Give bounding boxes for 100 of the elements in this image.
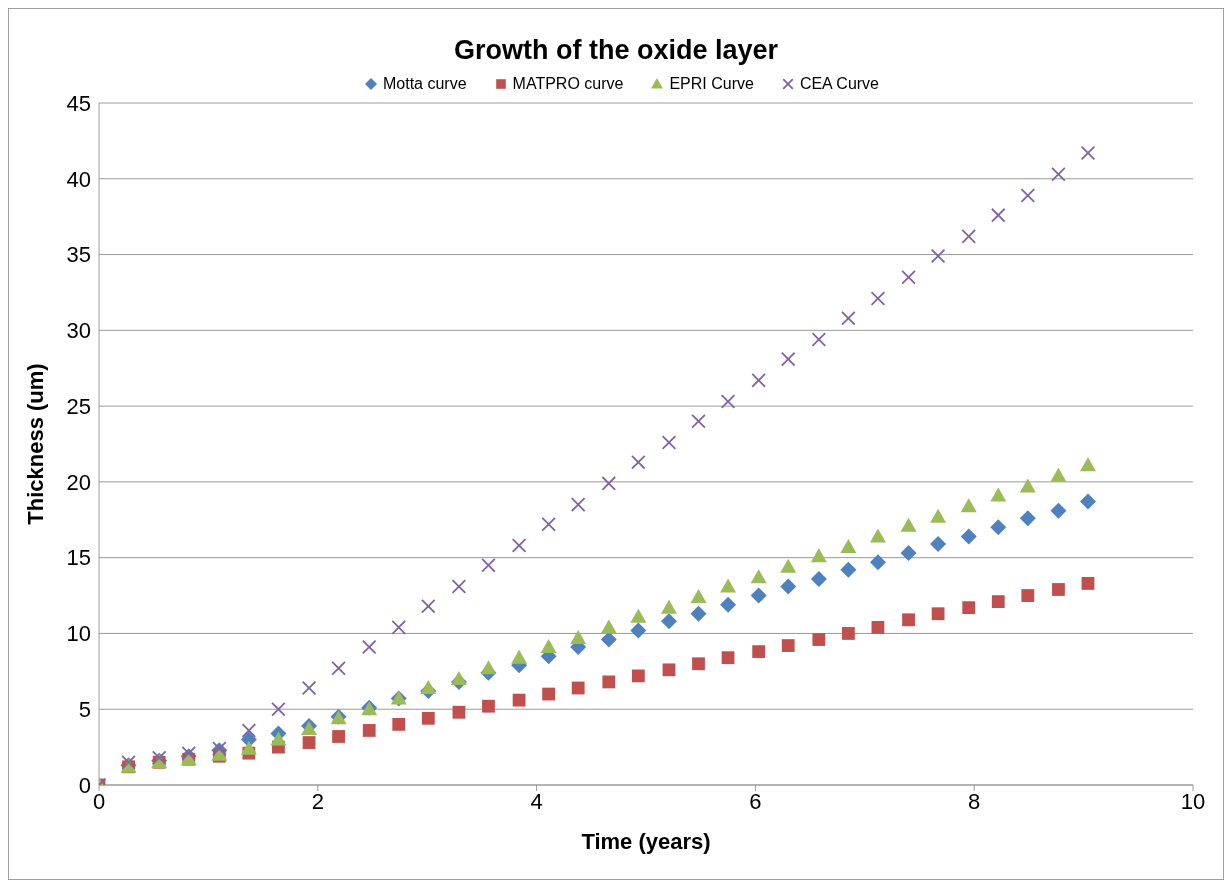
point (630, 622, 647, 639)
point (900, 517, 917, 532)
point (930, 248, 946, 264)
point (542, 687, 556, 701)
point (1050, 502, 1067, 519)
point (270, 731, 287, 746)
point (781, 639, 795, 652)
point (660, 613, 677, 630)
x-tick-label: 2 (311, 788, 324, 814)
point (962, 601, 976, 615)
point (302, 736, 316, 749)
y-tick-label: 45 (66, 90, 91, 116)
point (570, 497, 586, 512)
point (1019, 478, 1036, 493)
y-tick-label: 35 (66, 242, 91, 268)
point (601, 476, 617, 491)
y-tick-label: 30 (66, 318, 91, 344)
point (691, 413, 706, 429)
point (720, 578, 737, 593)
y-axis-title: Thickness (um) (22, 363, 48, 525)
point (512, 693, 526, 707)
point (540, 639, 557, 654)
point (1051, 166, 1066, 182)
point (960, 498, 977, 513)
point (840, 561, 857, 578)
chart-title: Growth of the oxide layer (452, 34, 780, 67)
point (361, 639, 377, 655)
point (901, 269, 916, 285)
point (661, 435, 677, 450)
point (181, 745, 197, 761)
point (869, 528, 886, 543)
y-tick-label: 15 (66, 545, 91, 571)
point (301, 680, 317, 696)
point (780, 558, 797, 573)
point (751, 373, 766, 388)
point (421, 711, 435, 725)
point (452, 705, 466, 719)
y-tick-label: 40 (66, 166, 91, 192)
legend-label: EPRI Curve (669, 75, 754, 93)
point (392, 717, 406, 731)
y-tick-label: 5 (78, 697, 91, 723)
point (810, 570, 827, 587)
legend-label: CEA Curve (799, 75, 880, 93)
point (391, 620, 407, 635)
point (451, 579, 467, 594)
point (1052, 583, 1065, 596)
x-axis-title: Time (years) (581, 828, 711, 854)
x-tick-label: 10 (1180, 788, 1206, 814)
point (1020, 188, 1036, 203)
legend-label: MATPRO curve (512, 75, 624, 93)
point (841, 627, 855, 640)
point (480, 660, 497, 675)
point (600, 631, 617, 648)
point (780, 351, 796, 367)
point (902, 613, 915, 627)
point (570, 629, 587, 644)
y-tick-label: 0 (78, 772, 91, 798)
point (931, 607, 945, 621)
point (1050, 467, 1067, 482)
y-tick-label: 10 (66, 621, 91, 647)
point (1081, 577, 1095, 590)
point (810, 548, 827, 563)
point (362, 724, 376, 737)
point (692, 657, 705, 671)
point (602, 675, 616, 689)
point (121, 754, 136, 770)
point (811, 332, 827, 347)
point (631, 454, 646, 470)
point (482, 699, 495, 713)
point (780, 578, 797, 595)
point (1021, 589, 1035, 602)
point (600, 619, 617, 634)
point (271, 701, 286, 717)
point (1079, 493, 1096, 510)
point (720, 394, 736, 409)
y-tick-label: 25 (66, 393, 91, 419)
point (752, 645, 766, 659)
point (1019, 510, 1036, 527)
point (991, 595, 1005, 609)
x-tick-label: 6 (749, 788, 762, 814)
point (930, 536, 947, 553)
point (481, 557, 496, 573)
point (841, 310, 856, 326)
point (571, 681, 585, 695)
point (420, 598, 436, 614)
point (1079, 457, 1096, 472)
point (960, 528, 977, 545)
point (690, 589, 707, 604)
point (631, 669, 645, 683)
point (840, 539, 857, 554)
point (990, 207, 1006, 223)
point (750, 587, 767, 604)
point (871, 620, 885, 634)
point (331, 661, 346, 676)
point (662, 663, 676, 677)
point (690, 605, 707, 622)
point (869, 554, 886, 571)
point (240, 740, 257, 755)
x-tick-label: 4 (530, 788, 543, 814)
point (511, 538, 527, 553)
